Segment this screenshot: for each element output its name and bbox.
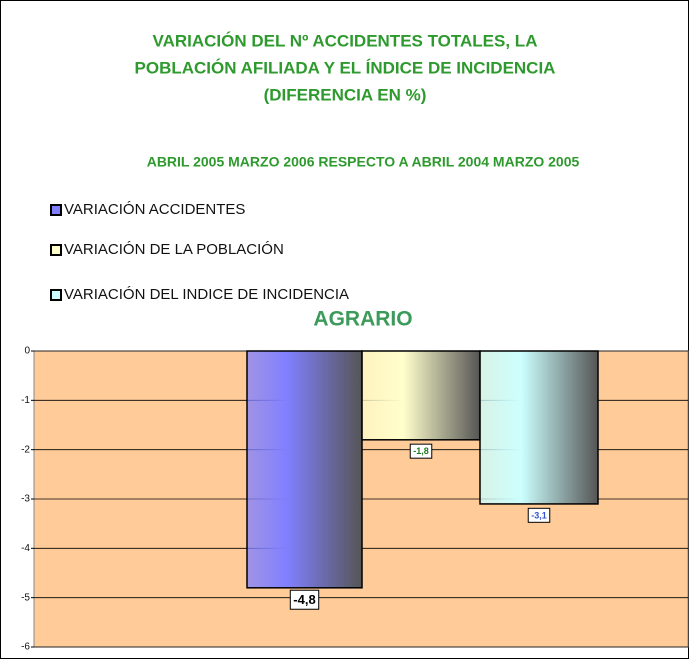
- legend-label: VARIACIÓN DE LA POBLACIÓN: [64, 241, 284, 258]
- bar: [246, 350, 363, 589]
- y-tick-label: -6: [21, 642, 30, 653]
- y-tick-label: -2: [21, 444, 30, 455]
- y-tick-label: 0: [24, 346, 30, 357]
- y-tick-label: -3: [21, 494, 30, 505]
- y-tick-label: -4: [21, 543, 30, 554]
- bar: [479, 350, 599, 505]
- bar: [361, 350, 481, 441]
- value-label: -1,8: [413, 446, 429, 456]
- y-tick-label: -5: [21, 592, 30, 603]
- value-label: -4,8: [293, 592, 315, 607]
- value-label: -3,1: [531, 510, 547, 520]
- section-title: AGRARIO: [313, 308, 412, 331]
- legend-swatch: [50, 244, 62, 256]
- legend-label: VARIACIÓN ACCIDENTES: [64, 201, 245, 218]
- y-tick-label: -1: [21, 395, 30, 406]
- value-label-box: [289, 589, 320, 610]
- legend-swatch: [50, 204, 62, 216]
- value-label-box: [409, 443, 433, 459]
- legend-swatch: [50, 289, 62, 301]
- value-label-box: [527, 507, 551, 523]
- chart-subtitle: ABRIL 2005 MARZO 2006 RESPECTO A ABRIL 2…: [147, 154, 580, 170]
- chart-title: (DIFERENCIA EN %): [264, 85, 427, 104]
- chart-title: POBLACIÓN AFILIADA Y EL ÍNDICE DE INCIDE…: [135, 58, 556, 77]
- legend-label: VARIACIÓN DEL INDICE DE INCIDENCIA: [64, 286, 349, 303]
- chart-title: VARIACIÓN DEL Nº ACCIDENTES TOTALES, LA: [153, 31, 538, 50]
